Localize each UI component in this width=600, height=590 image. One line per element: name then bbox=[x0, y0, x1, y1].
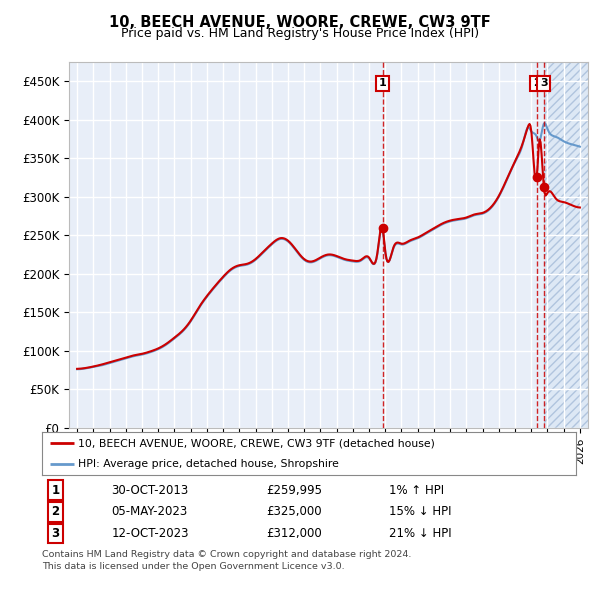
10, BEECH AVENUE, WOORE, CREWE, CW3 9TF (detached house) bbox=[313, 257, 320, 264]
Text: 3: 3 bbox=[51, 527, 59, 540]
HPI: Average price, detached house, Shropshire: (2e+03, 7.6e+04): Average price, detached house, Shropshir… bbox=[74, 366, 81, 373]
Text: 1: 1 bbox=[51, 484, 59, 497]
10, BEECH AVENUE, WOORE, CREWE, CW3 9TF (detached house) bbox=[526, 120, 533, 127]
Bar bbox=[544, 62, 588, 428]
HPI: Average price, detached house, Shropshire: (2.02e+03, 2.83e+05): Average price, detached house, Shropshir… bbox=[485, 206, 493, 213]
Text: 1% ↑ HPI: 1% ↑ HPI bbox=[389, 484, 444, 497]
Line: HPI: Average price, detached house, Shropshire: HPI: Average price, detached house, Shro… bbox=[77, 123, 580, 369]
10, BEECH AVENUE, WOORE, CREWE, CW3 9TF (detached house) bbox=[346, 257, 353, 264]
HPI: Average price, detached house, Shropshire: (2.01e+03, 2.17e+05): Average price, detached house, Shropshir… bbox=[313, 257, 320, 264]
10, BEECH AVENUE, WOORE, CREWE, CW3 9TF (detached house) bbox=[74, 365, 81, 372]
Text: £312,000: £312,000 bbox=[266, 527, 322, 540]
HPI: Average price, detached house, Shropshire: (2.01e+03, 2.17e+05): Average price, detached house, Shropshir… bbox=[346, 257, 353, 264]
10, BEECH AVENUE, WOORE, CREWE, CW3 9TF (detached house) bbox=[576, 204, 583, 211]
10, BEECH AVENUE, WOORE, CREWE, CW3 9TF (detached house) bbox=[485, 205, 493, 212]
Text: 10, BEECH AVENUE, WOORE, CREWE, CW3 9TF (detached house): 10, BEECH AVENUE, WOORE, CREWE, CW3 9TF … bbox=[79, 438, 435, 448]
Text: 21% ↓ HPI: 21% ↓ HPI bbox=[389, 527, 452, 540]
HPI: Average price, detached house, Shropshire: (2.03e+03, 3.65e+05): Average price, detached house, Shropshir… bbox=[576, 143, 583, 150]
Text: 3: 3 bbox=[540, 78, 548, 88]
Line: 10, BEECH AVENUE, WOORE, CREWE, CW3 9TF (detached house): 10, BEECH AVENUE, WOORE, CREWE, CW3 9TF … bbox=[77, 124, 580, 369]
Text: 30-OCT-2013: 30-OCT-2013 bbox=[112, 484, 188, 497]
Text: Contains HM Land Registry data © Crown copyright and database right 2024.
This d: Contains HM Land Registry data © Crown c… bbox=[42, 550, 412, 571]
Text: £325,000: £325,000 bbox=[266, 505, 322, 519]
Text: 12-OCT-2023: 12-OCT-2023 bbox=[112, 527, 189, 540]
Text: 05-MAY-2023: 05-MAY-2023 bbox=[112, 505, 188, 519]
Text: 2: 2 bbox=[533, 78, 541, 88]
Bar bbox=[544, 62, 588, 428]
Text: £259,995: £259,995 bbox=[266, 484, 322, 497]
10, BEECH AVENUE, WOORE, CREWE, CW3 9TF (detached house) bbox=[316, 255, 323, 262]
Text: 2: 2 bbox=[51, 505, 59, 519]
Text: 1: 1 bbox=[379, 78, 386, 88]
HPI: Average price, detached house, Shropshire: (2.01e+03, 2.19e+05): Average price, detached house, Shropshir… bbox=[373, 255, 380, 263]
Text: 15% ↓ HPI: 15% ↓ HPI bbox=[389, 505, 452, 519]
Text: HPI: Average price, detached house, Shropshire: HPI: Average price, detached house, Shro… bbox=[79, 460, 339, 469]
HPI: Average price, detached house, Shropshire: (2.02e+03, 3.96e+05): Average price, detached house, Shropshir… bbox=[541, 119, 548, 126]
HPI: Average price, detached house, Shropshire: (2.01e+03, 2.19e+05): Average price, detached house, Shropshir… bbox=[316, 255, 323, 263]
Text: Price paid vs. HM Land Registry's House Price Index (HPI): Price paid vs. HM Land Registry's House … bbox=[121, 27, 479, 40]
Text: 10, BEECH AVENUE, WOORE, CREWE, CW3 9TF: 10, BEECH AVENUE, WOORE, CREWE, CW3 9TF bbox=[109, 15, 491, 30]
10, BEECH AVENUE, WOORE, CREWE, CW3 9TF (detached house) bbox=[373, 255, 380, 263]
10, BEECH AVENUE, WOORE, CREWE, CW3 9TF (detached house) bbox=[565, 201, 572, 208]
HPI: Average price, detached house, Shropshire: (2.03e+03, 3.69e+05): Average price, detached house, Shropshir… bbox=[565, 140, 572, 147]
